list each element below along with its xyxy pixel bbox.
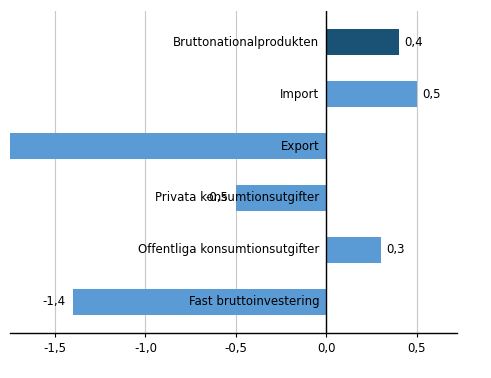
Text: Export: Export	[280, 139, 319, 153]
Bar	[327, 29, 399, 56]
Text: Import: Import	[280, 88, 319, 101]
Bar	[327, 237, 381, 263]
Bar	[327, 81, 417, 107]
Bar	[1, 133, 327, 159]
Text: 0,5: 0,5	[422, 88, 441, 101]
Bar	[73, 288, 327, 314]
Text: 0,4: 0,4	[404, 36, 423, 49]
Text: Bruttonationalprodukten: Bruttonationalprodukten	[173, 36, 319, 49]
Text: 0,3: 0,3	[386, 243, 405, 256]
Text: Offentliga konsumtionsutgifter: Offentliga konsumtionsutgifter	[138, 243, 319, 256]
Text: Privata konsumtionsutgifter: Privata konsumtionsutgifter	[155, 191, 319, 204]
Text: Fast bruttoinvestering: Fast bruttoinvestering	[189, 295, 319, 308]
Bar	[236, 185, 327, 211]
Text: -1,4: -1,4	[43, 295, 66, 308]
Text: -0,5: -0,5	[206, 191, 229, 204]
